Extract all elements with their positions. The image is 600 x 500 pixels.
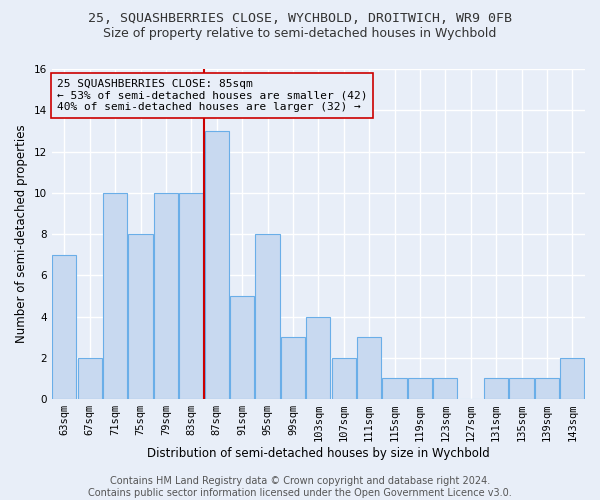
Bar [103,193,127,399]
Bar [560,358,584,399]
Bar [128,234,152,399]
Bar [281,337,305,399]
Bar [332,358,356,399]
Y-axis label: Number of semi-detached properties: Number of semi-detached properties [15,124,28,344]
Bar [484,378,508,399]
X-axis label: Distribution of semi-detached houses by size in Wychbold: Distribution of semi-detached houses by … [147,447,490,460]
Bar [509,378,533,399]
Bar [154,193,178,399]
Bar [179,193,203,399]
Text: Contains HM Land Registry data © Crown copyright and database right 2024.
Contai: Contains HM Land Registry data © Crown c… [88,476,512,498]
Text: 25 SQUASHBERRIES CLOSE: 85sqm
← 53% of semi-detached houses are smaller (42)
40%: 25 SQUASHBERRIES CLOSE: 85sqm ← 53% of s… [57,79,367,112]
Bar [535,378,559,399]
Bar [433,378,457,399]
Text: 25, SQUASHBERRIES CLOSE, WYCHBOLD, DROITWICH, WR9 0FB: 25, SQUASHBERRIES CLOSE, WYCHBOLD, DROIT… [88,12,512,26]
Text: Size of property relative to semi-detached houses in Wychbold: Size of property relative to semi-detach… [103,28,497,40]
Bar [52,254,76,399]
Bar [205,131,229,399]
Bar [306,316,331,399]
Bar [357,337,381,399]
Bar [256,234,280,399]
Bar [408,378,432,399]
Bar [77,358,102,399]
Bar [230,296,254,399]
Bar [382,378,407,399]
